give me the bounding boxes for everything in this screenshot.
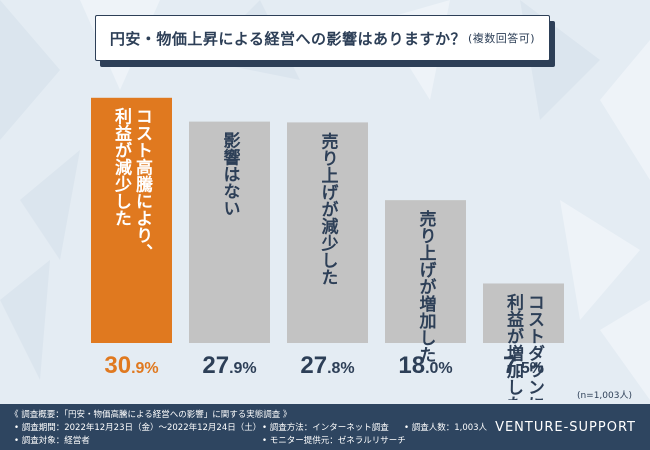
bar (483, 283, 564, 343)
chart-title-suffix: (複数回答可) (467, 32, 536, 45)
category-label: コスト高騰により、利益が減少した (111, 107, 153, 261)
bar-chart: コスト高騰により、利益が減少した 30.9% 影響はない 27.9% 売り上げが減少した… (91, 97, 564, 400)
background-triangle (0, 260, 50, 380)
value-label: 27.9% (202, 352, 256, 379)
value-label: 18.0% (398, 352, 452, 379)
category-label: コストダウンにより、利益が増加した (503, 292, 545, 400)
category-label-line: コストダウンにより、 (524, 293, 545, 400)
bar (189, 121, 270, 343)
value-label: 30.9% (104, 352, 158, 379)
footer-method: • 調査方法：インターネット調査 (262, 423, 389, 433)
category-label-line: 売り上げが減少した (318, 131, 340, 285)
category-label-line: 利益が増加した (503, 292, 525, 400)
brand-logo: VENTURE-SUPPORT (495, 420, 636, 435)
footer-provider: • モニター提供元：ゼネラルリサーチ (262, 436, 406, 446)
background-triangle (20, 150, 80, 260)
category-label: 影響はない (220, 132, 241, 217)
category-label: 売り上げが増加した (416, 209, 438, 363)
background-triangle (0, 0, 60, 140)
bar (91, 97, 172, 343)
footer-respondents: • 調査人数：1,003人 (404, 423, 488, 433)
footer-target: • 調査対象：経営者 (14, 436, 90, 446)
background-triangle (600, 40, 650, 180)
title-box: 円安・物価上昇による経営への影響はありますか？ (複数回答可) (95, 15, 550, 61)
survey-footer: 《 調査概要：「円安・物価高騰による経営への影響」に関する実態調査 》 • 調査… (0, 404, 650, 450)
background-triangle (560, 200, 640, 320)
bar (287, 122, 368, 343)
category-label-line: 売り上げが増加した (416, 209, 438, 363)
chart-title: 円安・物価上昇による経営への影響はありますか？ (複数回答可) (96, 16, 549, 60)
bar (385, 200, 466, 343)
value-label: 27.8% (300, 352, 354, 379)
background-triangle (600, 300, 650, 400)
sample-size-note: (n=1,003人) (576, 391, 632, 401)
category-label: 売り上げが減少した (318, 131, 340, 285)
footer-heading: 《 調査概要：「円安・物価高騰による経営への影響」に関する実態調査 》 (10, 410, 292, 420)
value-label: 7.5% (503, 352, 544, 379)
footer-period: • 調査期間：2022年12月23日（金）〜2022年12月24日（土） (14, 423, 262, 433)
category-label-line: 利益が減少した (111, 107, 133, 227)
category-label-line: 影響はない (220, 132, 241, 217)
chart-title-main: 円安・物価上昇による経営への影響はありますか？ (109, 29, 466, 48)
category-label-line: コスト高騰により、 (132, 108, 153, 261)
